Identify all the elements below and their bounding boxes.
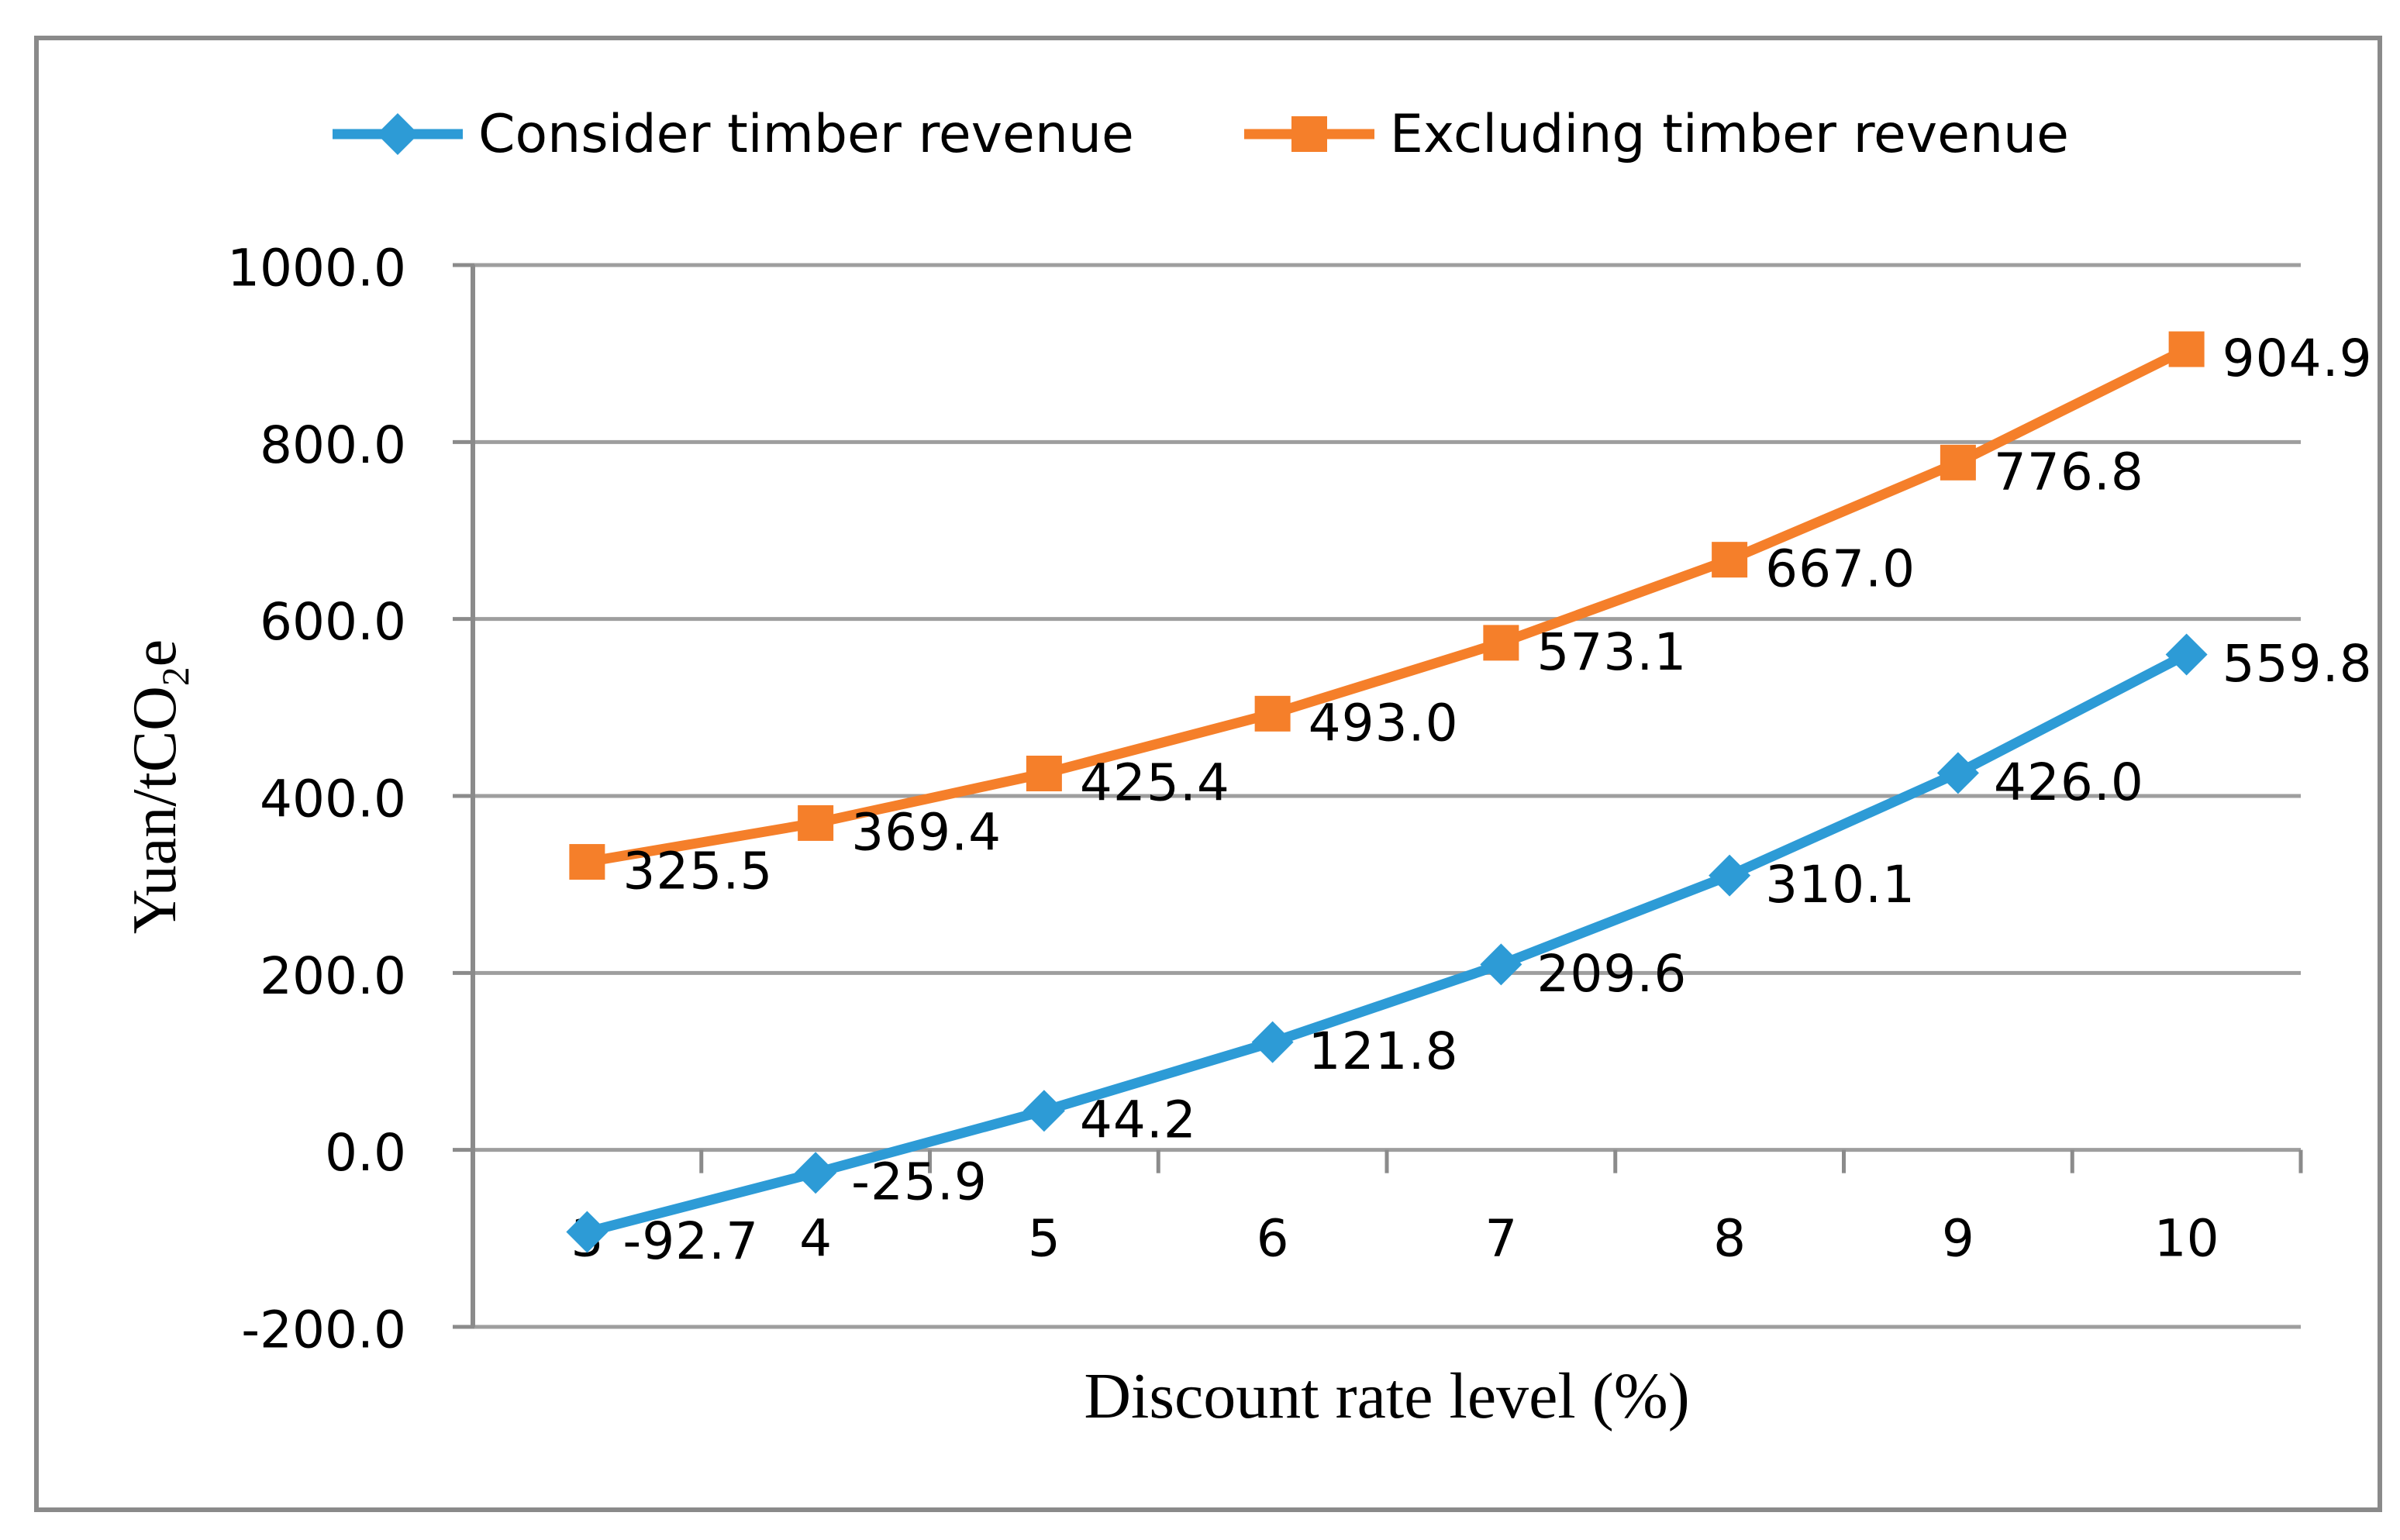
legend-item-excluding-timber-revenue: Excluding timber revenue: [1243, 92, 2069, 176]
y-axis-title-text: Yuan/tCO: [121, 686, 189, 935]
x-tick-label: 8: [1713, 1209, 1746, 1269]
data-label: 325.5: [622, 842, 773, 901]
legend-item-consider-timber-revenue: Consider timber revenue: [331, 92, 1134, 176]
data-point-diamond: [566, 1211, 609, 1253]
data-point-square: [1026, 756, 1062, 792]
data-point-diamond: [1251, 1021, 1294, 1063]
data-label: -25.9: [851, 1152, 988, 1212]
legend-square-marker-icon: [1243, 116, 1374, 152]
data-label: 121.8: [1309, 1021, 1459, 1081]
data-point-diamond: [1709, 854, 1751, 897]
data-point-diamond: [1480, 943, 1522, 986]
x-tick-label: 7: [1484, 1209, 1517, 1269]
data-label: 426.0: [1994, 753, 2144, 812]
data-label: -92.7: [622, 1211, 759, 1271]
data-label: 573.1: [1536, 622, 1687, 682]
diamond-marker-icon: [377, 113, 419, 155]
data-point-square: [798, 804, 834, 841]
data-point-square: [1940, 444, 1976, 481]
x-tick-label: 4: [799, 1209, 832, 1269]
data-point-square: [569, 844, 605, 880]
x-tick-label: 10: [2154, 1209, 2219, 1269]
legend: Consider timber revenue Excluding timber…: [0, 91, 2400, 177]
y-axis-title-subscript: 2: [154, 667, 197, 687]
legend-diamond-marker-icon: [333, 113, 464, 155]
y-tick-label: -200.0: [241, 1301, 406, 1360]
figure-border: [34, 36, 2382, 1512]
data-label: 904.9: [2222, 329, 2373, 388]
y-tick-label: 1000.0: [227, 239, 406, 298]
y-tick-label: 0.0: [325, 1123, 406, 1183]
series-line-diamond: [581, 649, 2192, 1237]
data-label: 310.1: [1765, 855, 1916, 915]
data-label: 369.4: [851, 802, 1002, 862]
data-point-square: [2168, 331, 2205, 367]
square-marker-icon: [1291, 116, 1327, 152]
legend-label: Consider timber revenue: [478, 103, 1134, 165]
data-point-square: [1254, 695, 1291, 732]
y-axis-title-suffix: e: [121, 639, 189, 667]
y-tick-label: 200.0: [260, 946, 406, 1006]
data-label: 44.2: [1080, 1090, 1197, 1150]
y-tick-label: 600.0: [260, 592, 406, 652]
x-tick-label: 9: [1942, 1209, 1974, 1269]
data-point-diamond: [795, 1152, 837, 1194]
data-label: 493.0: [1309, 693, 1459, 753]
data-point-square: [1712, 542, 1748, 578]
x-tick-label: 5: [1028, 1209, 1060, 1269]
data-label: 559.8: [2222, 634, 2373, 694]
y-tick-label: 400.0: [260, 770, 406, 829]
legend-label: Excluding timber revenue: [1389, 103, 2069, 165]
data-label: 776.8: [1994, 442, 2144, 501]
y-tick-label: 800.0: [260, 415, 406, 475]
data-point-diamond: [1022, 1090, 1065, 1132]
x-tick-label: 6: [1257, 1209, 1289, 1269]
data-label: 425.4: [1080, 753, 1230, 813]
data-point-diamond: [2165, 633, 2208, 676]
data-label: 667.0: [1765, 539, 1916, 599]
data-point-square: [1483, 625, 1519, 661]
y-axis-title: Yuan/tCO2e: [121, 469, 197, 1104]
data-label: 209.6: [1536, 944, 1687, 1004]
data-point-diamond: [1936, 752, 1979, 794]
series-line-square: [581, 344, 2192, 867]
x-axis-title: Discount rate level (%): [1084, 1360, 1690, 1432]
